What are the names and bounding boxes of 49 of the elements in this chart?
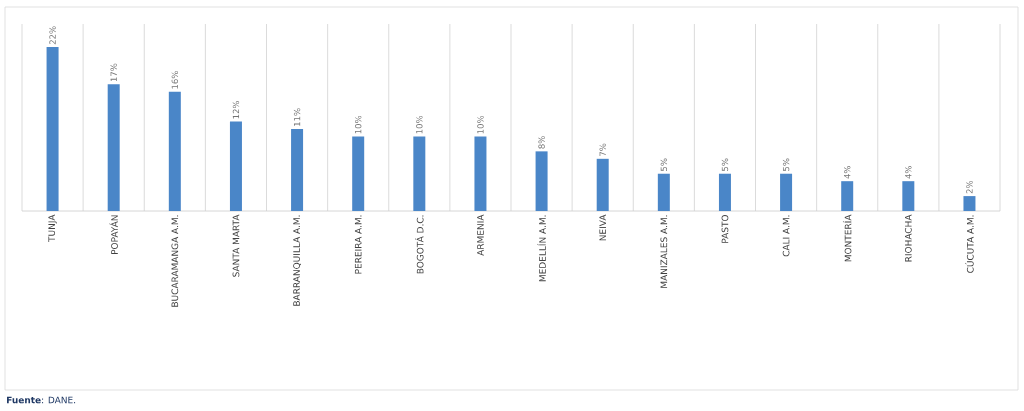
- data-label: 16%: [171, 71, 179, 89]
- bar: [168, 91, 181, 212]
- text: Fuente: DANE.: [7, 396, 76, 404]
- bar: [291, 128, 304, 212]
- x-tick-label: NEIVA: [599, 214, 606, 241]
- bar: [413, 136, 426, 212]
- bar: [718, 173, 731, 212]
- x-tick-label: PEREIRA A.M.: [354, 215, 362, 274]
- bar: [902, 181, 915, 212]
- x-tick-label: MEDELLÍN A.M.: [537, 215, 546, 282]
- x-tick-label: TUNJA: [48, 214, 57, 242]
- bar: [352, 136, 365, 212]
- bar: [46, 46, 59, 212]
- bar: [963, 196, 976, 212]
- x-tick-label: BOGOTÁ D.C.: [415, 215, 424, 274]
- data-label: 10%: [416, 115, 423, 134]
- data-label: 4%: [844, 166, 851, 179]
- data-label: 5%: [721, 158, 729, 171]
- data-label: 7%: [599, 143, 606, 156]
- x-tick-label: POPAYÁN: [109, 215, 118, 255]
- data-label: 10%: [477, 115, 484, 134]
- x-tick-label: BUCARAMANGA A.M.: [171, 215, 179, 307]
- x-tick-label: ARMENIA: [477, 214, 484, 256]
- x-tick-label: MANIZALES A.M.: [660, 215, 668, 288]
- bar: [474, 136, 487, 212]
- bar: [596, 158, 609, 212]
- bar: [229, 121, 242, 212]
- data-label: 10%: [355, 115, 362, 134]
- bar: [657, 173, 670, 212]
- data-label: 5%: [782, 158, 790, 171]
- x-tick-label: PASTO: [721, 215, 729, 243]
- bar: [107, 84, 120, 212]
- bar: [841, 181, 854, 212]
- data-label: 22%: [49, 26, 56, 45]
- data-label: 5%: [660, 158, 668, 171]
- data-label: 12%: [232, 100, 240, 119]
- data-label: 11%: [293, 108, 301, 126]
- data-label: 8%: [538, 136, 545, 149]
- x-tick-label: RIOHACHA: [904, 214, 912, 262]
- data-label: 2%: [966, 180, 973, 194]
- x-tick-label: BARRANQUILLA A.M.: [293, 215, 301, 306]
- data-label: 17%: [110, 63, 117, 82]
- data-label: 4%: [905, 166, 912, 179]
- x-tick-label: CALI A.M.: [782, 215, 790, 257]
- x-tick-label: SANTA MARTA: [232, 214, 240, 277]
- bar: [780, 173, 793, 212]
- bar: [535, 151, 548, 212]
- x-tick-label: MONTERÍA: [842, 214, 852, 262]
- x-tick-label: CÚCUTA A.M.: [965, 215, 974, 273]
